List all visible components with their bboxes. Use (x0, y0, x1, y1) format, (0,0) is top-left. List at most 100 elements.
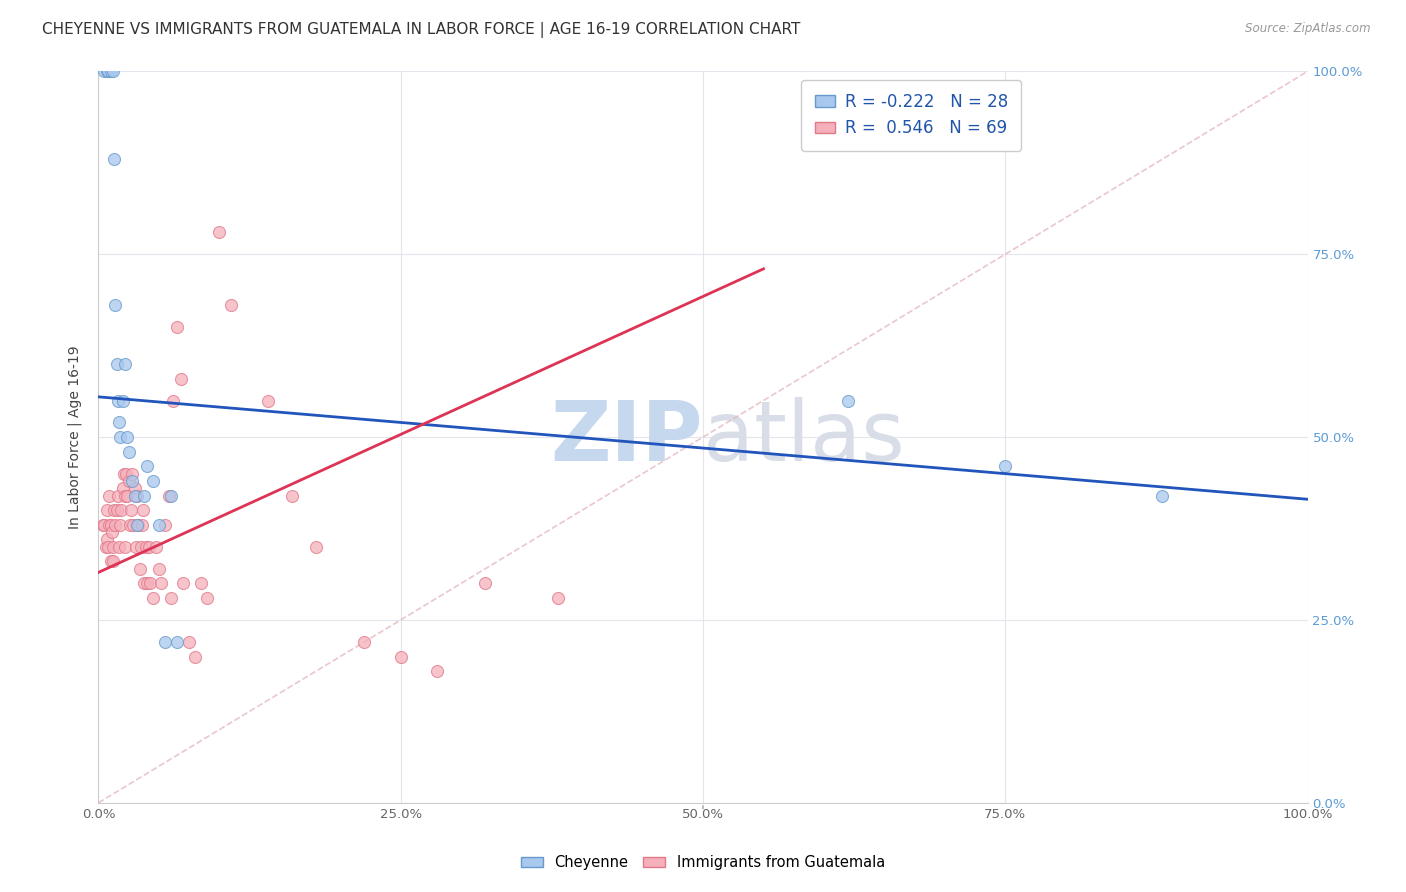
Point (195, 591, 218, 605)
Point (160, 489, 183, 503)
Point (98, 517, 121, 532)
Point (118, 444, 141, 458)
Point (100, 64, 122, 78)
Point (124, 481, 146, 495)
Point (162, 393, 184, 408)
Point (122, 517, 145, 532)
Point (994, 459, 1017, 474)
Point (107, 393, 129, 408)
Point (117, 430, 139, 444)
Point (281, 489, 304, 503)
Point (114, 357, 136, 371)
Point (111, 393, 134, 408)
Point (148, 517, 170, 532)
Point (474, 576, 496, 591)
Point (107, 489, 129, 503)
Point (101, 554, 124, 568)
Point (117, 489, 139, 503)
Point (105, 503, 128, 517)
Point (101, 540, 124, 554)
Point (148, 562, 170, 576)
Point (353, 635, 375, 649)
Point (153, 635, 176, 649)
Point (135, 540, 157, 554)
Point (114, 489, 136, 503)
Point (166, 320, 188, 334)
Point (97, 540, 120, 554)
Point (103, 152, 125, 166)
Point (125, 540, 148, 554)
Point (190, 576, 212, 591)
Point (135, 576, 157, 591)
Point (160, 591, 183, 605)
Point (100, 525, 122, 540)
Point (108, 416, 131, 430)
Point (305, 540, 328, 554)
Text: Source: ZipAtlas.com: Source: ZipAtlas.com (1246, 22, 1371, 36)
Point (93, 64, 115, 78)
Point (100, 517, 122, 532)
Point (426, 664, 449, 678)
Point (118, 474, 141, 488)
Point (104, 517, 127, 532)
Text: atlas: atlas (703, 397, 904, 477)
Point (96, 533, 118, 547)
Point (131, 517, 153, 532)
Point (111, 481, 134, 495)
Point (256, 393, 278, 408)
Point (100, 554, 122, 568)
Point (103, 503, 125, 517)
Point (121, 474, 143, 488)
Point (96, 503, 118, 517)
Point (108, 430, 131, 444)
Point (1152, 489, 1174, 503)
Point (127, 517, 149, 532)
Point (221, 298, 243, 312)
Point (389, 649, 412, 664)
Point (112, 467, 135, 481)
Point (104, 298, 127, 312)
Point (547, 591, 569, 605)
Y-axis label: In Labor Force | Age 16-19: In Labor Force | Age 16-19 (67, 345, 83, 529)
Point (135, 459, 157, 474)
Point (101, 64, 124, 78)
Point (132, 503, 155, 517)
Point (179, 635, 201, 649)
Point (138, 540, 160, 554)
Point (120, 503, 142, 517)
Point (142, 591, 165, 605)
Point (157, 489, 180, 503)
Point (105, 357, 128, 371)
Point (121, 467, 143, 481)
Text: CHEYENNE VS IMMIGRANTS FROM GUATEMALA IN LABOR FORCE | AGE 16-19 CORRELATION CHA: CHEYENNE VS IMMIGRANTS FROM GUATEMALA IN… (42, 22, 800, 38)
Text: ZIP: ZIP (551, 397, 703, 477)
Point (98, 489, 121, 503)
Point (97, 64, 120, 78)
Legend: Cheyenne, Immigrants from Guatemala: Cheyenne, Immigrants from Guatemala (515, 849, 891, 876)
Point (124, 489, 146, 503)
Point (115, 467, 138, 481)
Point (837, 393, 859, 408)
Point (166, 635, 188, 649)
Point (128, 562, 150, 576)
Point (172, 576, 194, 591)
Point (110, 503, 132, 517)
Point (169, 371, 191, 385)
Legend: R = -0.222   N = 28, R =  0.546   N = 69: R = -0.222 N = 28, R = 0.546 N = 69 (801, 79, 1021, 151)
Point (153, 517, 176, 532)
Point (91, 517, 114, 532)
Point (208, 225, 231, 239)
Point (150, 576, 173, 591)
Point (127, 489, 149, 503)
Point (145, 540, 167, 554)
Point (94, 540, 117, 554)
Point (134, 576, 156, 591)
Point (93, 517, 115, 532)
Point (108, 540, 131, 554)
Point (142, 474, 165, 488)
Point (118, 517, 141, 532)
Point (139, 576, 162, 591)
Point (96, 64, 118, 78)
Point (134, 489, 156, 503)
Point (129, 540, 152, 554)
